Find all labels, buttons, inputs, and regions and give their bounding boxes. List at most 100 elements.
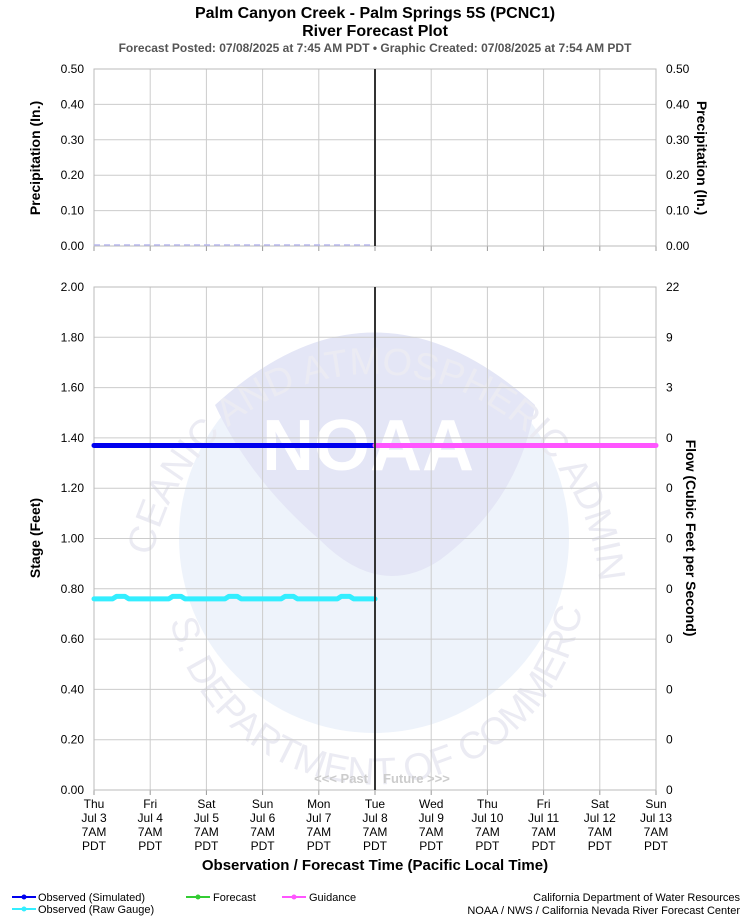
series-line-observed-raw-gauge — [91, 593, 378, 602]
x-tick-label: PDT — [138, 839, 163, 853]
x-tick-label: Sat — [197, 797, 216, 811]
flow-tick-label: 0 — [666, 733, 673, 747]
chart-title: Palm Canyon Creek - Palm Springs 5S (PCN… — [195, 5, 555, 22]
x-tick-label: 7AM — [363, 825, 388, 839]
stage-tick-label: 0.20 — [61, 733, 85, 747]
x-tick-label: Tue — [365, 797, 386, 811]
x-tick-label: PDT — [194, 839, 219, 853]
credit-line-1: California Department of Water Resources — [533, 892, 740, 904]
stage-panel: 2.00 1.80 1.60 1.40 1.20 1.00 0.80 0.60 0.40 0.20… — [27, 280, 699, 797]
x-tick-label: 7AM — [194, 825, 219, 839]
flow-tick-label: 0 — [666, 481, 673, 495]
flow-tick-label: 0 — [666, 682, 673, 696]
precip-tick-label: 0.40 — [61, 97, 85, 111]
legend-observed-raw-gauge: Observed (Raw Gauge) — [12, 904, 154, 916]
legend-marker — [291, 894, 297, 900]
stage-ylabel: Stage (Feet) — [27, 498, 43, 578]
precip-left-ticks: 0.50 0.40 0.30 0.20 0.10 0.00 — [61, 62, 85, 253]
stage-left-ticks: 2.00 1.80 1.60 1.40 1.20 1.00 0.80 0.60 0.40 0.20… — [61, 280, 85, 797]
flow-tick-label: 3 — [666, 381, 673, 395]
x-tick-label: Jul 11 — [528, 811, 559, 825]
stage-tick-label: 1.00 — [61, 532, 85, 546]
precip-ylabel-left: Precipitation (In.) — [27, 101, 43, 215]
stage-tick-label: 1.60 — [61, 381, 85, 395]
x-tick-label: Jul 13 — [640, 811, 672, 825]
x-tick-label: Thu — [84, 797, 105, 811]
x-tick-label: Jul 5 — [194, 811, 220, 825]
legend-marker — [21, 906, 27, 912]
x-tick-label: 7AM — [306, 825, 331, 839]
stage-tick-label: 0.00 — [61, 783, 85, 797]
flow-tick-label: 9 — [666, 330, 673, 344]
precip-tick-label: 0.50 — [666, 62, 690, 76]
stage-tick-label: 2.00 — [61, 280, 85, 294]
legend-label: Forecast — [213, 892, 256, 904]
legend-guidance: Guidance — [282, 892, 356, 904]
legend-marker — [21, 894, 27, 900]
future-label: Future >>> — [383, 771, 450, 786]
stage-tick-label: 1.20 — [61, 481, 85, 495]
precip-tick-label: 0.40 — [666, 97, 690, 111]
x-tick-label: PDT — [588, 839, 613, 853]
legend-marker — [195, 894, 201, 900]
precip-tick-label: 0.00 — [61, 239, 85, 253]
flow-ylabel: Flow (Cubic Feet per Second) — [683, 440, 699, 637]
x-tick-label: Jul 8 — [362, 811, 388, 825]
stage-tick-label: 1.80 — [61, 330, 85, 344]
x-tick-label: 7AM — [475, 825, 500, 839]
past-label: <<< Past — [314, 771, 369, 786]
x-tick-label: Jul 3 — [81, 811, 107, 825]
x-tick-label: Wed — [419, 797, 443, 811]
x-tick-label: Jul 12 — [584, 811, 616, 825]
x-tick-label: PDT — [363, 839, 388, 853]
legend: Observed (Simulated) Observed (Raw Gauge… — [12, 892, 356, 916]
precip-tick-label: 0.30 — [61, 133, 85, 147]
precipitation-panel: 0.50 0.40 0.30 0.20 0.10 0.00 0.50 0.40 0.30 0.2… — [27, 62, 710, 253]
precip-tick-label: 0.00 — [666, 239, 690, 253]
x-tick-label: Fri — [537, 797, 551, 811]
precip-tick-label: 0.50 — [61, 62, 85, 76]
precip-tick-label: 0.30 — [666, 133, 690, 147]
x-tick-label: PDT — [475, 839, 500, 853]
x-axis-label: Observation / Forecast Time (Pacific Loc… — [202, 857, 548, 874]
x-tick-label: Fri — [143, 797, 157, 811]
flow-tick-label: 22 — [666, 280, 680, 294]
stage-tick-label: 0.80 — [61, 582, 85, 596]
precip-tick-label: 0.20 — [61, 168, 85, 182]
chart-subtitle: River Forecast Plot — [302, 23, 449, 40]
x-tick-label: 7AM — [82, 825, 107, 839]
x-tick-label: Sat — [591, 797, 610, 811]
legend-label: Guidance — [309, 892, 356, 904]
x-tick-label: 7AM — [419, 825, 444, 839]
x-tick-label: PDT — [82, 839, 107, 853]
x-tick-label: 7AM — [138, 825, 163, 839]
legend-label: Observed (Raw Gauge) — [38, 904, 154, 916]
x-tick-label: Jul 6 — [250, 811, 276, 825]
flow-tick-label: 0 — [666, 783, 673, 797]
precip-right-ticks: 0.50 0.40 0.30 0.20 0.10 0.00 — [666, 62, 690, 253]
flow-tick-label: 0 — [666, 431, 673, 445]
x-tick-label: Sun — [252, 797, 273, 811]
x-tick-label: Jul 9 — [419, 811, 445, 825]
x-tick-label: Jul 10 — [471, 811, 503, 825]
x-tick-label: PDT — [644, 839, 669, 853]
x-tick-label: PDT — [419, 839, 444, 853]
legend-observed-simulated: Observed (Simulated) — [12, 892, 145, 904]
x-tick-label: Sun — [645, 797, 666, 811]
x-tick-label: 7AM — [587, 825, 612, 839]
precip-tick-label: 0.10 — [61, 204, 85, 218]
flow-tick-label: 0 — [666, 532, 673, 546]
precip-tick-label: 0.10 — [666, 204, 690, 218]
stage-tick-label: 0.60 — [61, 632, 85, 646]
x-tick-label: 7AM — [531, 825, 556, 839]
x-tick-label: PDT — [307, 839, 332, 853]
x-tick-label: 7AM — [644, 825, 669, 839]
precip-tick-label: 0.20 — [666, 168, 690, 182]
x-tick-label: Jul 4 — [138, 811, 164, 825]
flow-right-ticks: 22 9 3 0 0 0 0 0 0 0 0 — [666, 280, 680, 797]
stage-tick-label: 1.40 — [61, 431, 85, 445]
x-tick-label: 7AM — [250, 825, 275, 839]
legend-forecast: Forecast — [186, 892, 256, 904]
